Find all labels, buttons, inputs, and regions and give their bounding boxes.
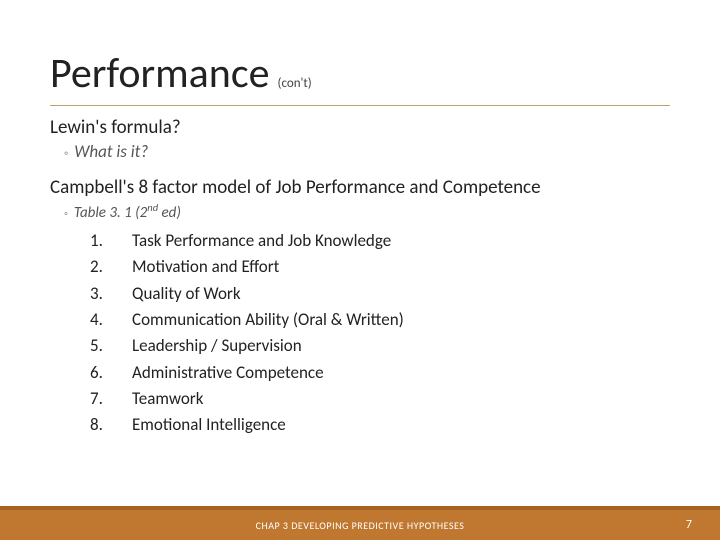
list-text: Teamwork	[132, 386, 203, 412]
list-number: 2.	[90, 254, 110, 280]
section-sub-text: What is it?	[74, 141, 148, 162]
title-divider	[50, 105, 670, 106]
section-lewin: Lewin's formula? ◦ What is it?	[50, 116, 670, 162]
section-sub: ◦ What is it?	[50, 141, 670, 162]
title-row: Performance (con't)	[50, 48, 670, 99]
list-text: Motivation and Effort	[132, 254, 279, 280]
list-text: Quality of Work	[132, 281, 241, 307]
list-number: 8.	[90, 412, 110, 438]
sub-prefix: Table 3. 1 (2	[74, 204, 147, 222]
list-item: 5. Leadership / Supervision	[90, 333, 670, 359]
slide: Performance (con't) Lewin's formula? ◦ W…	[0, 0, 720, 540]
slide-title-suffix: (con't)	[278, 76, 312, 91]
section-campbell: Campbell's 8 factor model of Job Perform…	[50, 176, 670, 439]
section-sub: ◦ Table 3. 1 (2nd ed)	[50, 201, 670, 222]
section-sub-text: Table 3. 1 (2nd ed)	[74, 201, 181, 222]
list-number: 7.	[90, 386, 110, 412]
list-number: 3.	[90, 281, 110, 307]
bullet-ring-icon: ◦	[64, 147, 68, 161]
factor-list: 1. Task Performance and Job Knowledge 2.…	[50, 228, 670, 439]
section-heading: Campbell's 8 factor model of Job Perform…	[50, 176, 670, 199]
list-number: 6.	[90, 360, 110, 386]
page-number: 7	[686, 518, 692, 532]
list-number: 4.	[90, 307, 110, 333]
list-item: 2. Motivation and Effort	[90, 254, 670, 280]
list-number: 1.	[90, 228, 110, 254]
list-text: Emotional Intelligence	[132, 412, 286, 438]
slide-title: Performance	[50, 48, 270, 99]
list-text: Administrative Competence	[132, 360, 324, 386]
list-item: 4. Communication Ability (Oral & Written…	[90, 307, 670, 333]
list-item: 6. Administrative Competence	[90, 360, 670, 386]
list-item: 3. Quality of Work	[90, 281, 670, 307]
list-item: 1. Task Performance and Job Knowledge	[90, 228, 670, 254]
list-item: 8. Emotional Intelligence	[90, 412, 670, 438]
bullet-ring-icon: ◦	[64, 207, 68, 220]
list-item: 7. Teamwork	[90, 386, 670, 412]
list-text: Communication Ability (Oral & Written)	[132, 307, 404, 333]
section-heading: Lewin's formula?	[50, 116, 670, 139]
list-number: 5.	[90, 333, 110, 359]
slide-footer: CHAP 3 DEVELOPING PREDICTIVE HYPOTHESES …	[0, 506, 720, 540]
list-text: Task Performance and Job Knowledge	[132, 228, 391, 254]
sub-superscript: nd	[147, 201, 158, 214]
list-text: Leadership / Supervision	[132, 333, 302, 359]
sub-suffix: ed)	[158, 204, 181, 222]
footer-text: CHAP 3 DEVELOPING PREDICTIVE HYPOTHESES	[256, 519, 465, 532]
